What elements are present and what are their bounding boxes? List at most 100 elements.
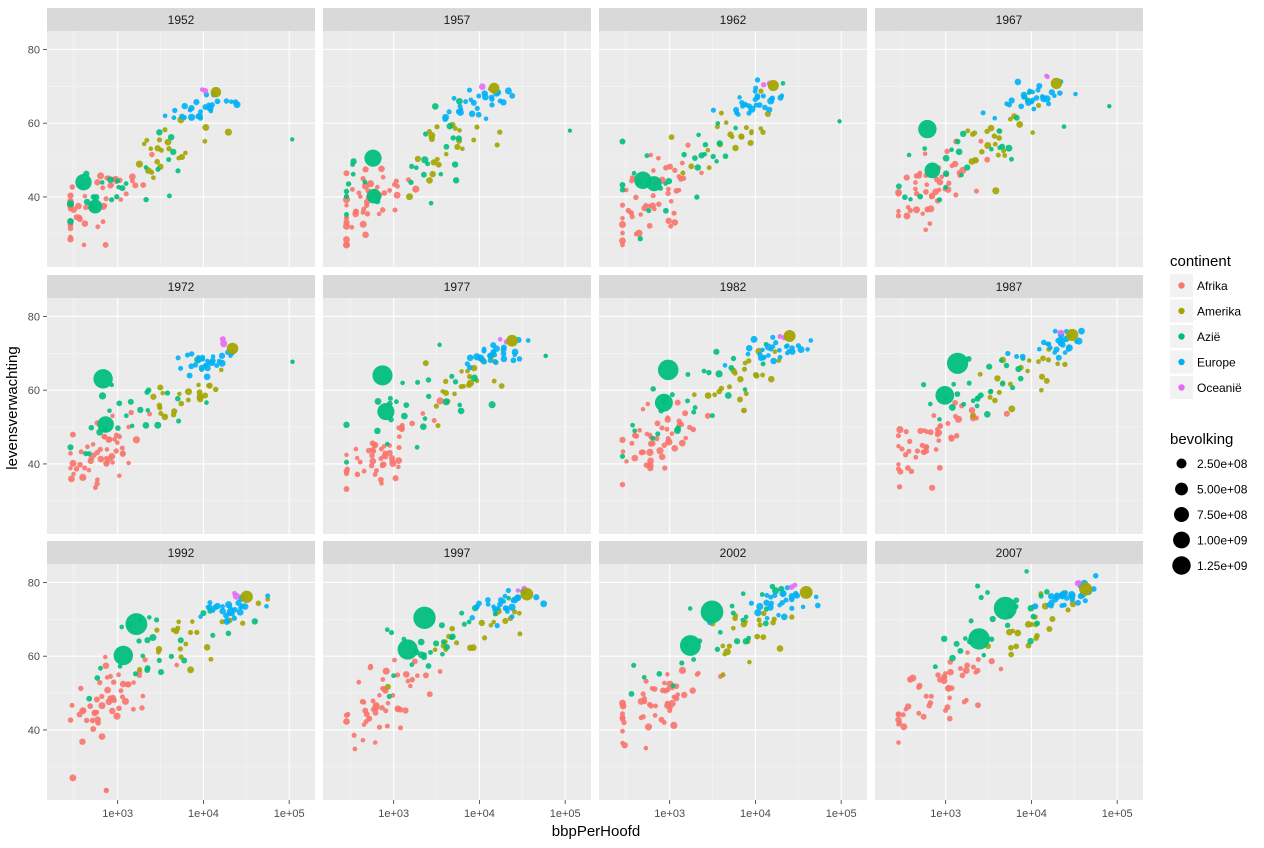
point-kuwait [837,119,842,124]
point-kuwait [543,353,548,359]
data-point [107,673,113,679]
data-point [928,484,936,491]
data-point [167,133,175,141]
data-point [104,686,112,694]
data-point [379,705,385,711]
data-point [142,657,148,663]
data-point [1013,114,1020,121]
data-point [714,646,721,652]
x-axis-title: bbpPerHoofd [552,823,640,840]
data-point [457,128,462,133]
facet-label: 1982 [720,280,747,294]
data-point [181,115,187,121]
data-point [954,138,961,145]
data-point [392,657,397,663]
data-point [666,163,674,170]
data-point [116,705,122,712]
data-point [733,106,740,114]
data-point [175,355,181,361]
point-india [935,386,955,405]
data-point [629,175,636,181]
data-point [903,212,911,220]
data-point [710,153,716,160]
data-point [619,481,626,488]
facet-strip [875,275,1143,298]
data-point [737,396,743,403]
data-point [380,174,386,180]
data-point [974,395,981,402]
data-point [123,181,129,186]
data-point [345,181,352,187]
data-point [768,600,775,606]
data-point [119,445,125,451]
data-point [380,677,386,682]
size-legend-label: 1.00e+09 [1197,534,1248,548]
data-point [129,423,135,429]
data-point [646,448,654,457]
data-point [764,592,770,598]
data-point [188,105,195,112]
data-point [83,450,89,457]
data-point [426,691,433,698]
data-point [998,358,1004,363]
point-kuwait [290,137,295,142]
data-point [895,213,902,219]
x-tick-label: 1e+04 [740,808,771,820]
data-point [1046,101,1052,107]
data-point [171,115,177,121]
data-point [961,699,967,705]
data-point [756,617,762,623]
legend-item-oceanië: Oceanië [1170,376,1242,399]
data-point [1041,339,1047,346]
data-point [377,693,382,698]
data-point [1004,622,1011,629]
data-point [232,592,240,600]
data-point [384,627,390,633]
data-point [663,181,668,186]
data-point [1053,346,1060,353]
data-point [97,172,105,180]
data-point [200,610,207,617]
data-point [784,585,791,591]
points-2002 [619,582,821,751]
data-point [1082,598,1088,604]
data-point [435,423,441,429]
data-point [419,423,427,431]
data-point [808,338,814,343]
data-point [704,412,711,419]
data-point [661,720,667,725]
data-point [265,596,271,602]
data-point [132,671,139,677]
data-point [631,454,639,462]
data-point [779,599,785,606]
data-point [916,684,922,690]
data-point [619,202,626,208]
y-tick-label: 60 [28,385,40,397]
data-point [655,431,661,437]
point-china [946,352,969,374]
data-point [935,672,941,678]
plot-background [323,298,591,534]
data-point [81,220,89,227]
y-tick-label: 80 [28,311,40,323]
data-point [996,135,1002,141]
data-point [67,717,74,723]
data-point [946,180,952,186]
data-point [183,641,189,647]
data-point [688,163,695,170]
point-india [397,639,418,660]
data-point [763,599,770,606]
data-point [109,707,116,715]
data-point [105,458,111,464]
point-kuwait [290,359,295,365]
data-point [482,93,489,101]
data-point [1047,593,1055,600]
data-point [908,468,915,474]
data-point [492,606,498,613]
data-point [192,362,199,368]
data-point [977,371,983,377]
data-point [153,617,160,623]
data-point [94,675,101,681]
data-point [354,455,360,461]
data-point [471,137,477,143]
